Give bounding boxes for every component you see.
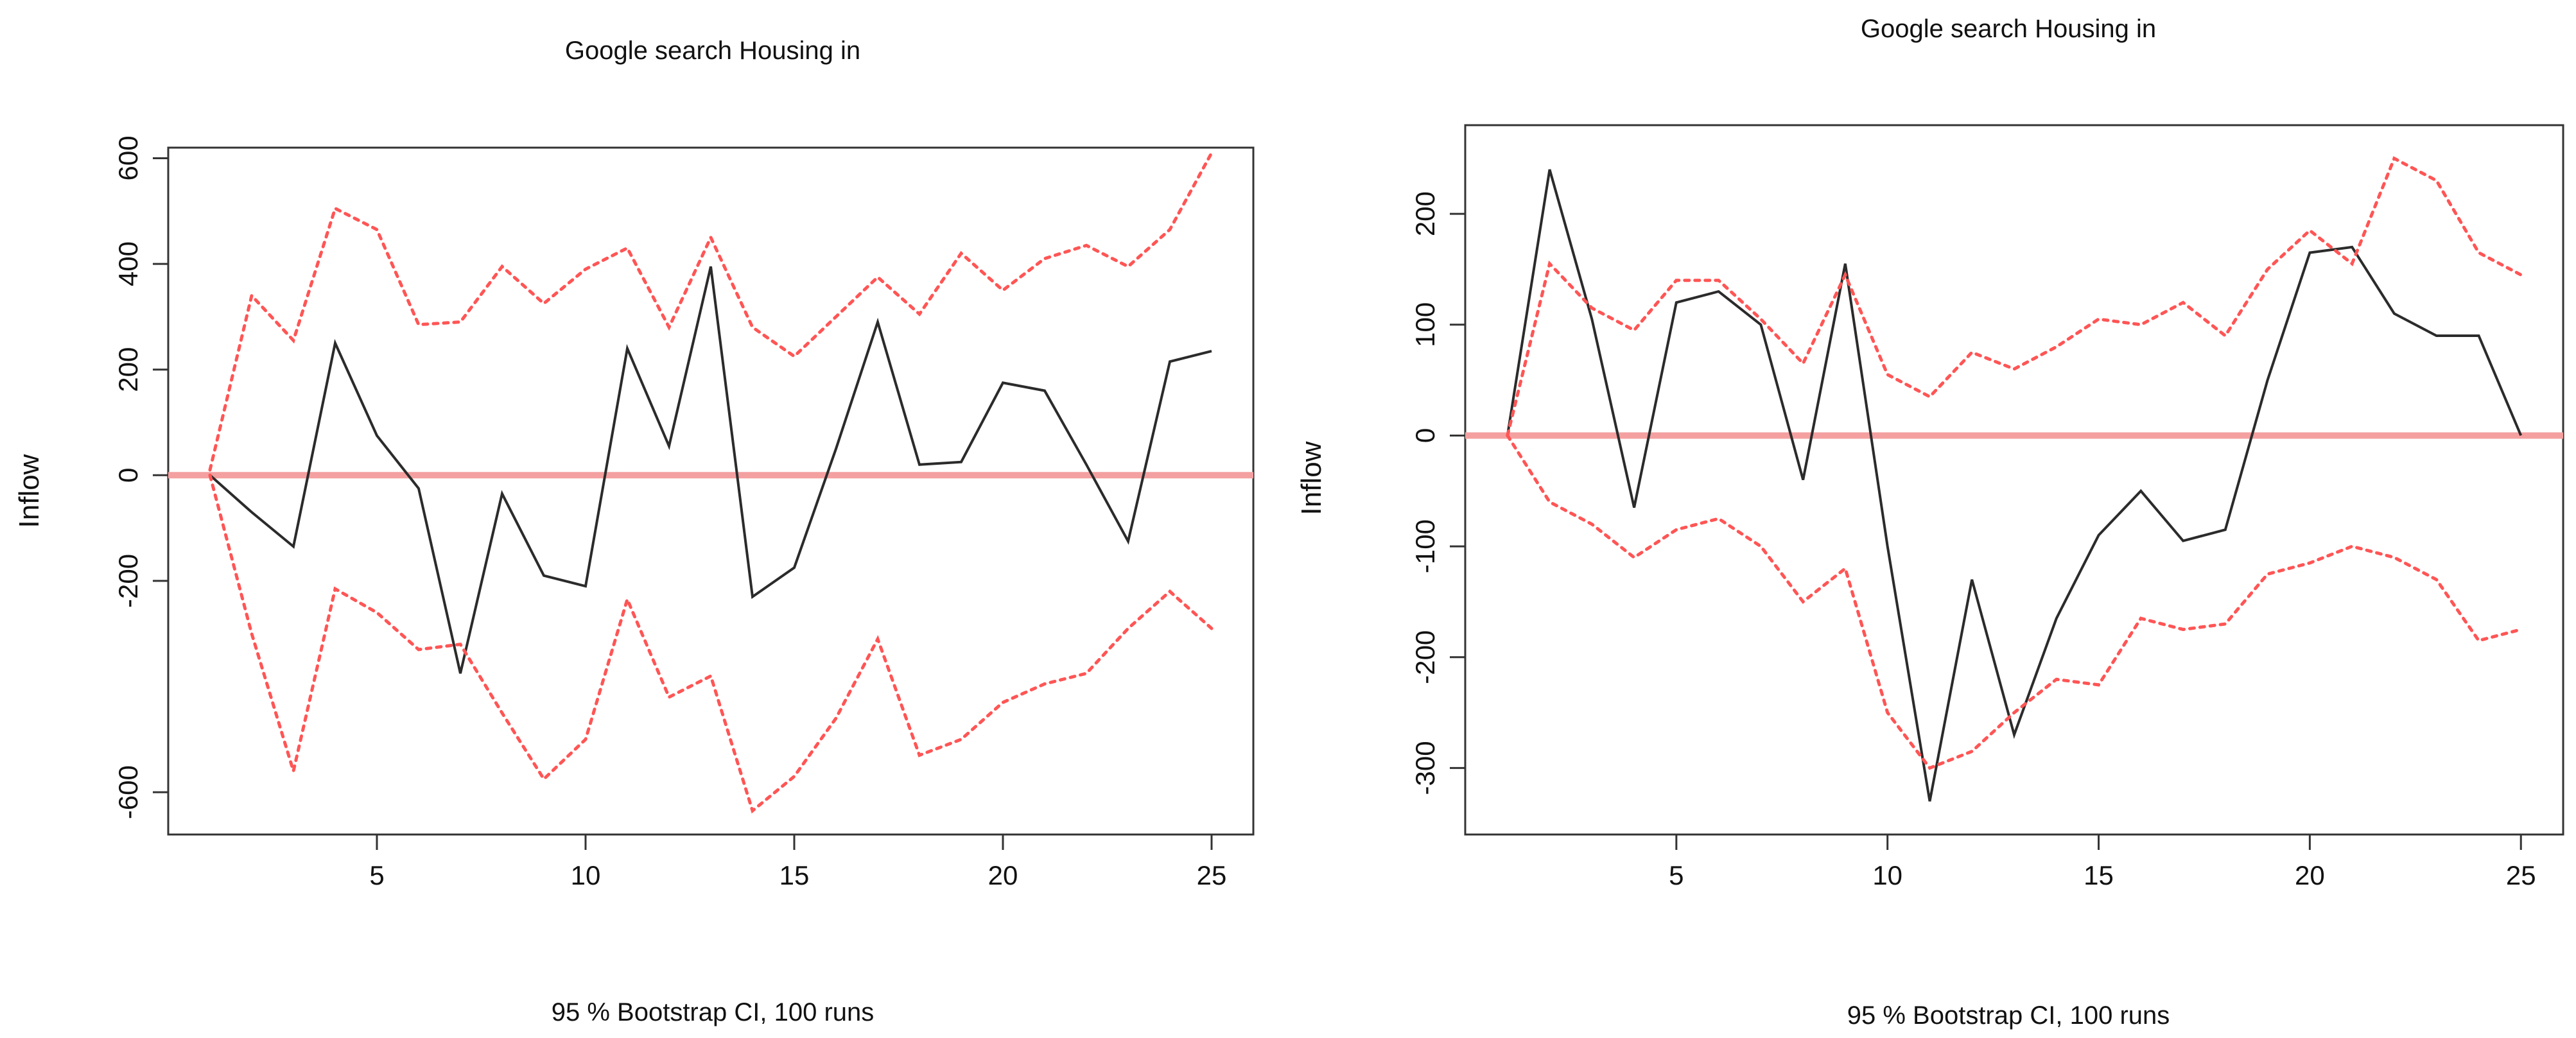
y-tick-label: 100 [1410, 302, 1440, 347]
y-tick-label: 600 [113, 135, 143, 180]
x-tick-label: 5 [1669, 860, 1684, 890]
chart-1: Google search Housing in 95 % Bootstrap C… [13, 37, 1255, 1026]
y-tick-label: -200 [1410, 630, 1440, 684]
x-tick-label: 20 [988, 860, 1018, 890]
y-tick-label: 200 [113, 347, 143, 392]
x-tick-label: 15 [779, 860, 810, 890]
y-tick-label: -100 [1410, 519, 1440, 573]
x-tick-label: 25 [1197, 860, 1227, 890]
x-tick-label: 25 [2506, 860, 2536, 890]
y-tick-label: 400 [113, 241, 143, 286]
lower-ci-line [208, 473, 1214, 814]
x-axis-label: 95 % Bootstrap CI, 100 runs [1847, 1001, 2170, 1030]
plot-frame [1464, 124, 2564, 836]
y-tick-label: -300 [1410, 741, 1440, 795]
chart-title: Google search Housing in [1861, 15, 2156, 43]
y-tick-label: 0 [113, 468, 143, 483]
x-tick-label: 15 [2084, 860, 2114, 890]
x-tick-label: 5 [369, 860, 384, 890]
y-tick-label: -600 [113, 765, 143, 819]
chart-title: Google search Housing in [565, 37, 860, 65]
response-line [209, 266, 1212, 674]
y-axis-label: Inflow [13, 454, 45, 528]
upper-ci-line [1506, 156, 2523, 437]
upper-ci-line [208, 151, 1214, 472]
y-tick-label: 0 [1410, 428, 1440, 443]
x-axis-label: 95 % Bootstrap CI, 100 runs [552, 998, 875, 1026]
chart-2: Google search Housing in 95 % Bootstrap C… [1296, 15, 2564, 1030]
x-tick-label: 10 [1872, 860, 1902, 890]
x-tick-label: 20 [2295, 860, 2325, 890]
plot-frame [167, 146, 1255, 836]
y-tick-label: -200 [113, 554, 143, 608]
response-line [1506, 169, 2523, 802]
x-tick-label: 10 [571, 860, 601, 890]
y-axis-label: Inflow [1296, 441, 1327, 515]
y-tick-label: 200 [1410, 191, 1440, 236]
lower-ci-line [1506, 433, 2523, 770]
